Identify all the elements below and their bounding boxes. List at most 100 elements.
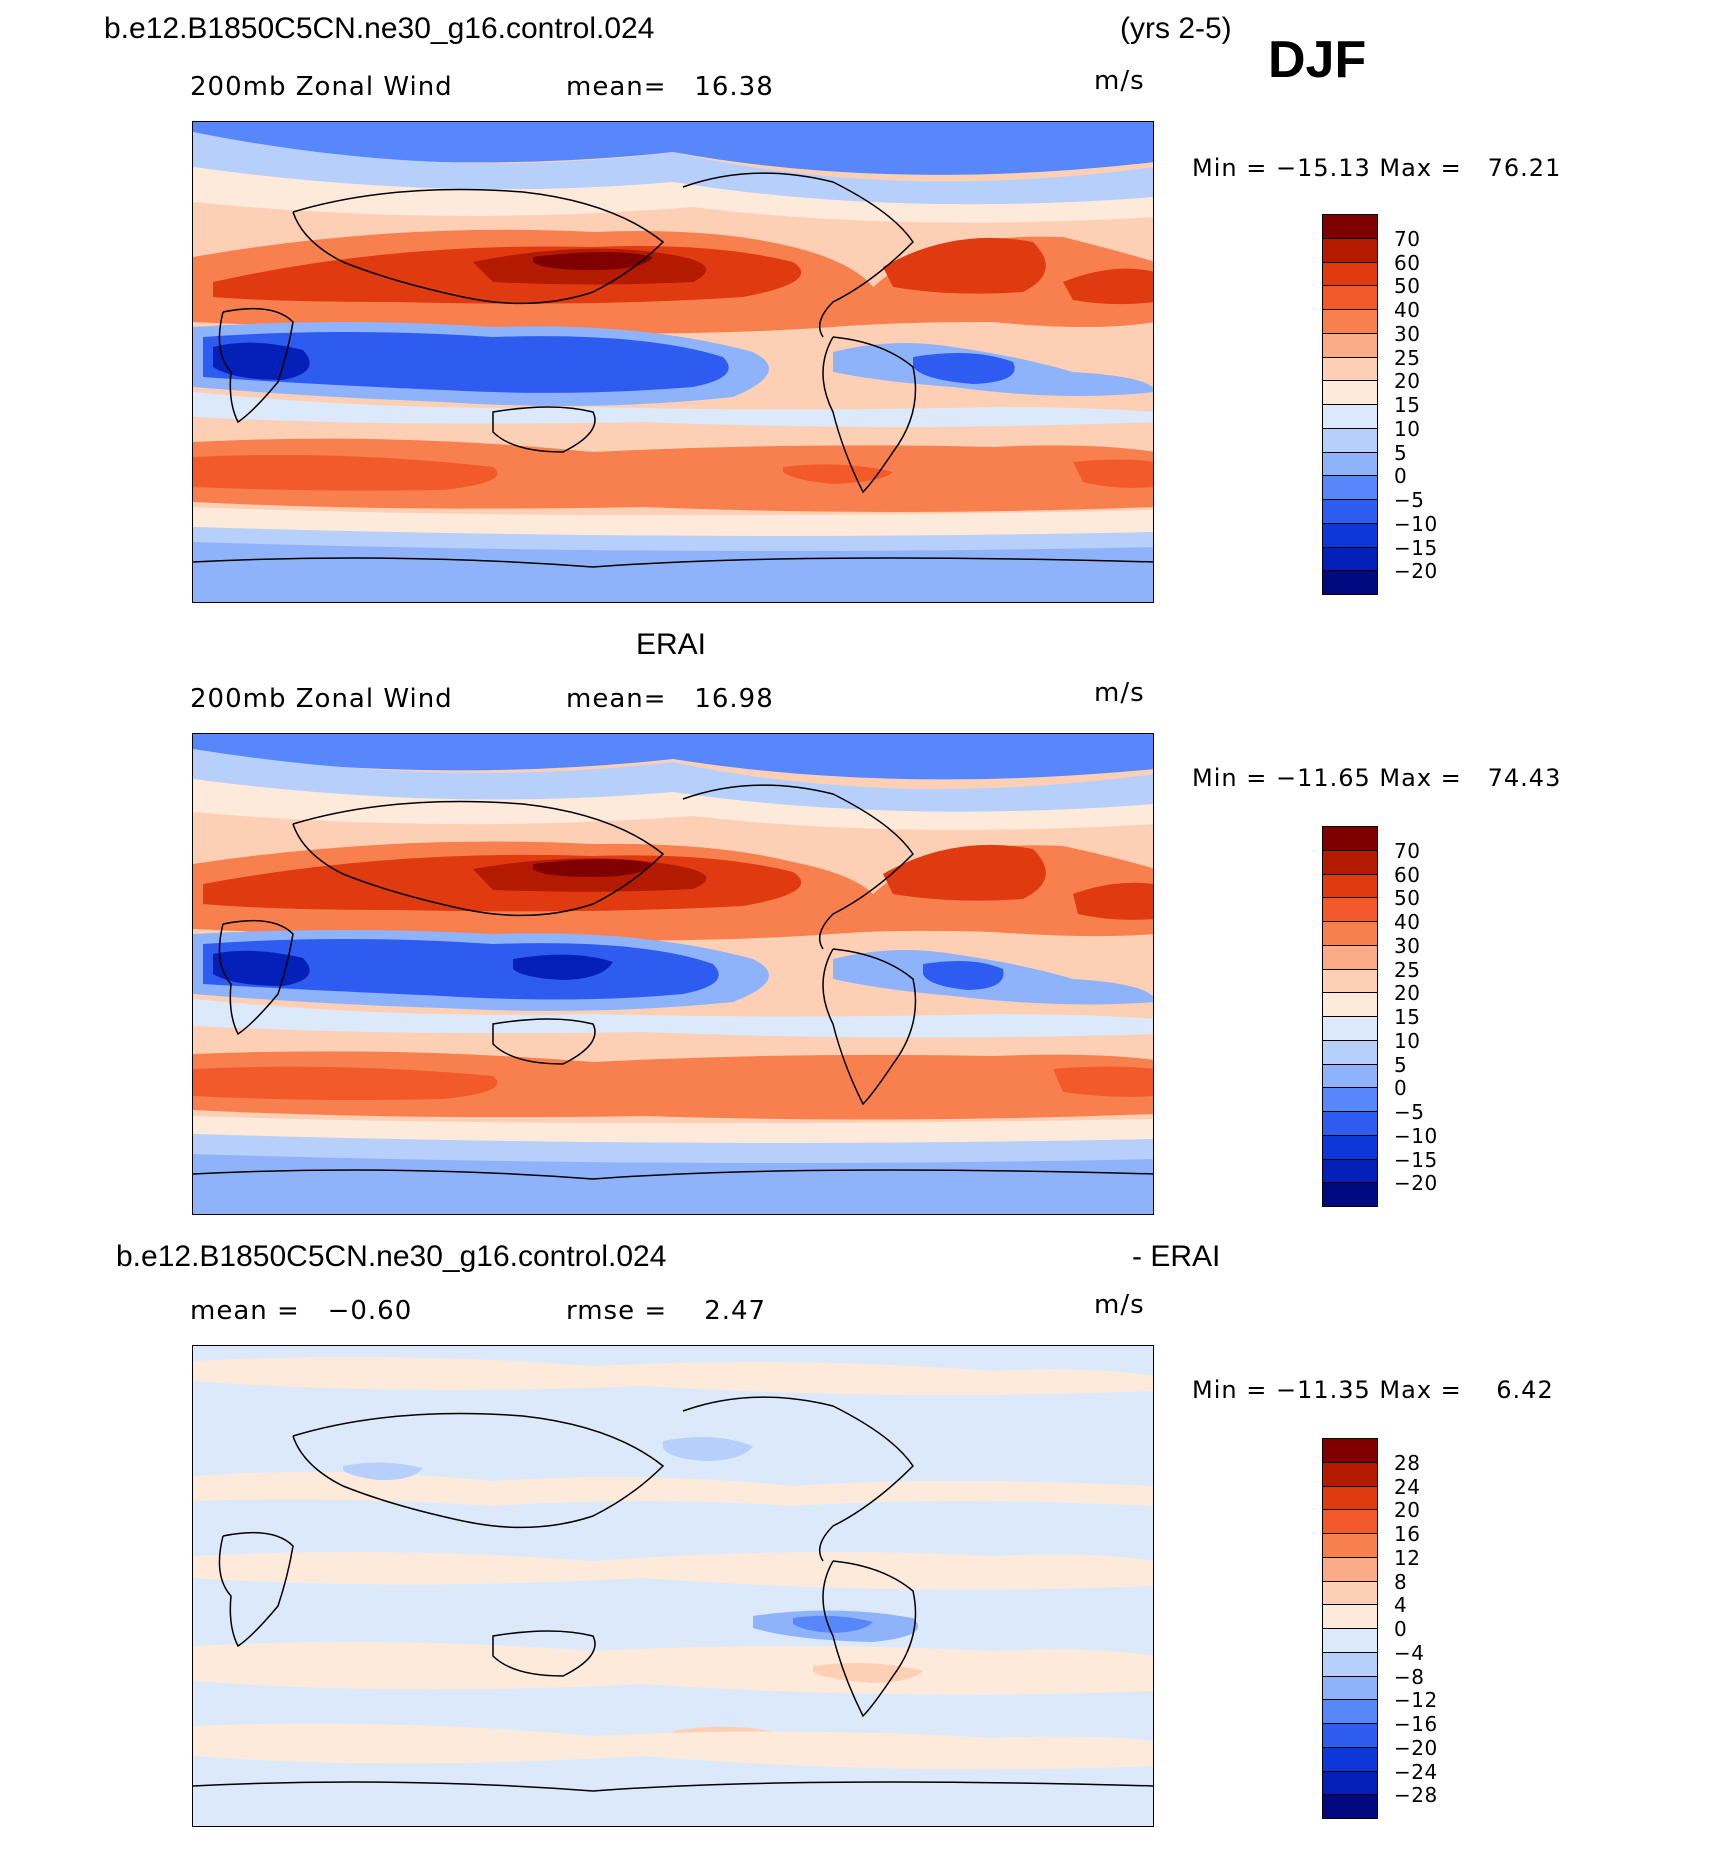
panel3-rmse: rmse = 2.47: [566, 1296, 767, 1326]
colorbar-label: −20: [1394, 1171, 1438, 1196]
colorbar-label: 50: [1394, 274, 1421, 299]
colorbar-cell: [1322, 1556, 1378, 1582]
colorbar-label: 30: [1394, 321, 1421, 346]
colorbar-label: 15: [1394, 1005, 1421, 1029]
panel3-map: [192, 1345, 1154, 1827]
colorbar-label: 70: [1394, 226, 1421, 251]
panel2-colorbar: 70 60 50 40 30 25 20 15 10 5 0 −5 −10 −15 −20: [1322, 826, 1437, 1207]
colorbar-cell: [1322, 356, 1378, 382]
panel2-minmax: Min = −11.65 Max = 74.43: [1192, 764, 1562, 792]
colorbar-cell: [1322, 309, 1378, 334]
colorbar-label: 28: [1394, 1450, 1421, 1475]
colorbar-label: 24: [1394, 1474, 1421, 1499]
colorbar-cell: [1322, 1182, 1378, 1207]
colorbar-label: −4: [1394, 1640, 1425, 1665]
colorbar-cell: [1322, 522, 1378, 548]
colorbar-cell: [1322, 921, 1378, 946]
colorbar-label: 10: [1394, 416, 1421, 441]
colorbar-cell: [1322, 1580, 1378, 1606]
colorbar-label: 10: [1394, 1028, 1421, 1053]
panel2-map: [192, 733, 1154, 1215]
colorbar-cell: [1322, 570, 1378, 595]
colorbar-label: 20: [1394, 1498, 1421, 1523]
colorbar-cell: [1322, 1723, 1378, 1748]
colorbar-label: 40: [1394, 910, 1421, 934]
colorbar-label: −10: [1394, 511, 1438, 536]
colorbar-label: 50: [1394, 886, 1421, 911]
panel2-variable: 200mb Zonal Wind: [190, 684, 453, 714]
colorbar-cell: [1322, 285, 1378, 310]
colorbar-cell: [1322, 214, 1378, 239]
colorbar-cell: [1322, 849, 1378, 875]
colorbar-cell: [1322, 826, 1378, 851]
diff-case-name: b.e12.B1850C5CN.ne30_g16.control.024: [116, 1240, 667, 1273]
panel2-units: m/s: [1094, 678, 1145, 708]
colorbar-cell: [1322, 1039, 1378, 1065]
colorbar-cell: [1322, 427, 1378, 453]
colorbar-cell: [1322, 475, 1378, 500]
colorbar-label: 60: [1394, 862, 1421, 887]
season-label: DJF: [1268, 31, 1367, 89]
colorbar-label: 30: [1394, 933, 1421, 958]
colorbar-cell: [1322, 237, 1378, 263]
colorbar-label: 25: [1394, 345, 1421, 370]
colorbar-cell: [1322, 1063, 1378, 1089]
colorbar-cell: [1322, 1675, 1378, 1701]
colorbar-cell: [1322, 1111, 1378, 1136]
colorbar-cell: [1322, 332, 1378, 358]
colorbar-label: −10: [1394, 1123, 1438, 1148]
panel3-minmax: Min = −11.35 Max = 6.42: [1192, 1376, 1554, 1404]
panel1-variable: 200mb Zonal Wind: [190, 72, 453, 102]
colorbar-cell: [1322, 1651, 1378, 1677]
colorbar-cell: [1322, 1509, 1378, 1534]
colorbar-cell: [1322, 968, 1378, 994]
colorbar-label: −5: [1394, 488, 1425, 512]
panel1-mean: mean= 16.38: [566, 72, 774, 102]
colorbar-label: −20: [1394, 1735, 1438, 1760]
colorbar-cell: [1322, 451, 1378, 477]
colorbar-cell: [1322, 1087, 1378, 1112]
colorbar-label: 70: [1394, 838, 1421, 863]
panel3-colorbar: 28 24 20 16 12 8 4 0 −4 −8 −12 −16 −20 −24 −28: [1322, 1438, 1437, 1819]
obs-title: ERAI: [636, 628, 707, 661]
colorbar-cell: [1322, 1438, 1378, 1463]
panel3-mean: mean = −0.60: [190, 1296, 413, 1326]
colorbar-cell: [1322, 546, 1378, 572]
panel1-colorbar: 70 60 50 40 30 25 20 15 10 5 0 −5 −10 −15 −20: [1322, 214, 1437, 595]
colorbar-cell: [1322, 1485, 1378, 1511]
colorbar-label: −5: [1394, 1100, 1425, 1124]
colorbar-label: −15: [1394, 535, 1438, 560]
colorbar-label: 20: [1394, 981, 1421, 1006]
colorbar-label: −20: [1394, 559, 1438, 584]
colorbar-label: −15: [1394, 1147, 1438, 1172]
colorbar-cell: [1322, 1134, 1378, 1160]
colorbar-label: −16: [1394, 1712, 1438, 1736]
colorbar-cell: [1322, 1699, 1378, 1724]
colorbar-cell: [1322, 1628, 1378, 1653]
colorbar-label: −28: [1394, 1783, 1438, 1808]
colorbar-cell: [1322, 1770, 1378, 1796]
colorbar-label: 25: [1394, 957, 1421, 982]
panel1-minmax: Min = −15.13 Max = 76.21: [1192, 154, 1562, 182]
colorbar-label: 4: [1394, 1593, 1408, 1618]
colorbar-cell: [1322, 261, 1378, 287]
colorbar-label: −8: [1394, 1664, 1425, 1689]
colorbar-label: 0: [1394, 1617, 1408, 1641]
colorbar-label: 16: [1394, 1522, 1421, 1546]
colorbar-label: 5: [1394, 1052, 1408, 1077]
panel1-units: m/s: [1094, 66, 1145, 96]
colorbar-cell: [1322, 499, 1378, 524]
colorbar-cell: [1322, 944, 1378, 970]
colorbar-label: 20: [1394, 369, 1421, 394]
panel2-mean: mean= 16.98: [566, 684, 774, 714]
panel3-units: m/s: [1094, 1290, 1145, 1320]
colorbar-cell: [1322, 992, 1378, 1017]
colorbar-label: 8: [1394, 1569, 1408, 1594]
colorbar-label: 12: [1394, 1545, 1421, 1570]
colorbar-cell: [1322, 1158, 1378, 1184]
colorbar-label: 40: [1394, 298, 1421, 322]
colorbar-label: 60: [1394, 250, 1421, 275]
colorbar-cell: [1322, 380, 1378, 405]
colorbar-label: −12: [1394, 1688, 1438, 1713]
diff-suffix: - ERAI: [1132, 1240, 1221, 1273]
